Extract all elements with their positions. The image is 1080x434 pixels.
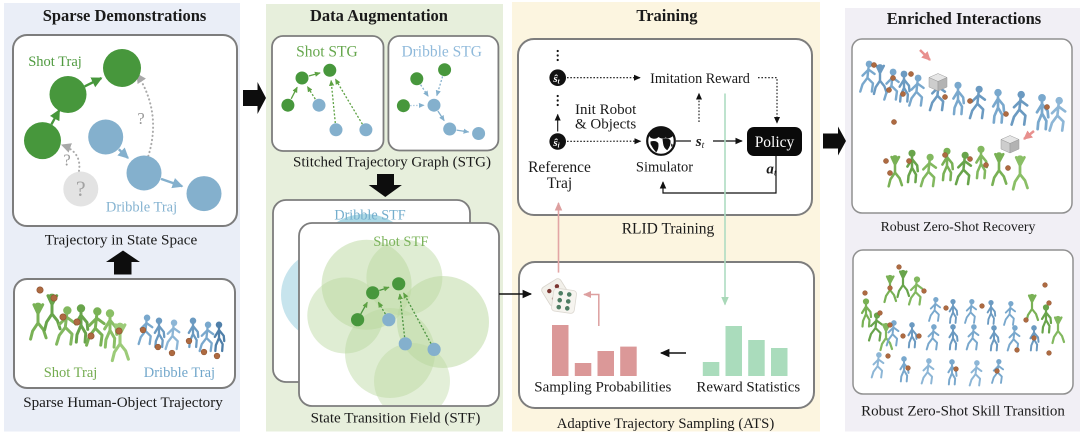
svg-text:& Objects: & Objects — [575, 117, 636, 133]
svg-text:State Transition Field (STF): State Transition Field (STF) — [311, 411, 481, 427]
svg-text:Training: Training — [636, 6, 698, 25]
svg-text:Trajectory in State Space: Trajectory in State Space — [45, 232, 198, 249]
svg-text:Policy: Policy — [755, 134, 795, 151]
svg-text:RLID Training: RLID Training — [622, 221, 715, 238]
svg-text:Traj: Traj — [547, 175, 572, 192]
svg-text:Shot Traj: Shot Traj — [28, 54, 82, 70]
svg-text:Sampling Probabilities: Sampling Probabilities — [534, 380, 671, 396]
svg-text:ŝt: ŝt — [552, 73, 560, 86]
svg-text:Init Robot: Init Robot — [575, 102, 637, 118]
svg-text:Shot Traj: Shot Traj — [44, 365, 98, 381]
svg-text:Robust Zero-Shot Skill Transit: Robust Zero-Shot Skill Transition — [861, 404, 1065, 420]
svg-text:Sparse Human-Object Trajectory: Sparse Human-Object Trajectory — [23, 395, 223, 411]
svg-text:st: st — [695, 134, 705, 151]
svg-text:Robust Zero-Shot Recovery: Robust Zero-Shot Recovery — [881, 219, 1036, 234]
svg-text:Stitched Trajectory Graph (STG: Stitched Trajectory Graph (STG) — [293, 155, 491, 171]
svg-text:Dribble Traj: Dribble Traj — [144, 365, 215, 381]
svg-text:Reward Statistics: Reward Statistics — [696, 380, 800, 396]
svg-text:Enriched Interactions: Enriched Interactions — [887, 9, 1042, 28]
svg-text:?: ? — [137, 109, 144, 128]
svg-text:Shot STG: Shot STG — [296, 44, 358, 61]
svg-text:Shot STF: Shot STF — [373, 234, 428, 250]
svg-text:?: ? — [63, 151, 70, 170]
svg-text:Reference: Reference — [528, 159, 591, 176]
svg-text:?: ? — [76, 176, 86, 201]
svg-text:Dribble STG: Dribble STG — [401, 44, 482, 61]
svg-text:Dribble STF: Dribble STF — [334, 208, 405, 224]
svg-text:Dribble Traj: Dribble Traj — [106, 200, 177, 216]
svg-text:Simulator: Simulator — [636, 160, 693, 176]
svg-text:Adaptive Trajectory Sampling (: Adaptive Trajectory Sampling (ATS) — [557, 416, 775, 432]
svg-text:Imitation Reward: Imitation Reward — [650, 71, 750, 87]
svg-text:Data Augmentation: Data Augmentation — [310, 6, 448, 25]
svg-text:ŝi: ŝi — [552, 137, 559, 150]
svg-text:Sparse Demonstrations: Sparse Demonstrations — [43, 6, 207, 25]
